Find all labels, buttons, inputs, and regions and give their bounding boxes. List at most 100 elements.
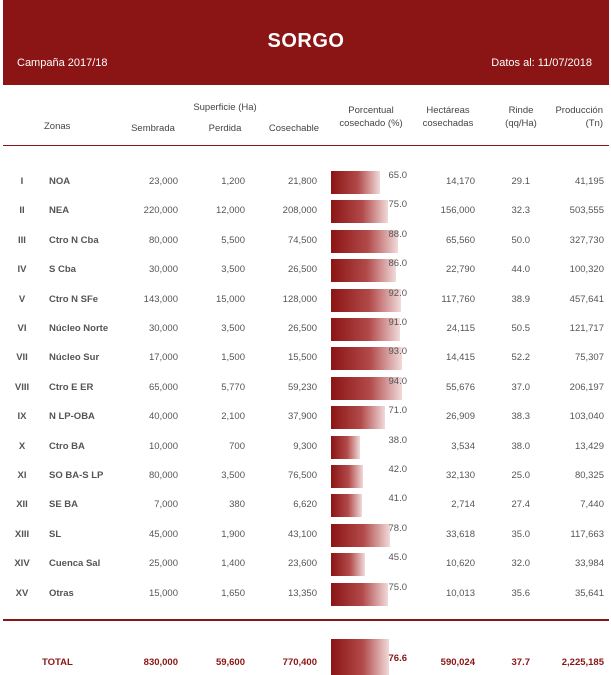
hectareas-value: 33,618	[445, 528, 475, 540]
pct-value: 75.0	[388, 199, 408, 211]
data-date-label: Datos al: 11/07/2018	[491, 57, 592, 69]
col-porcentual: Porcentual cosechado (%)	[334, 104, 408, 130]
produccion-value: 117,663	[570, 528, 604, 540]
table-row: II NEA 220,000 12,000 208,000 156,000 32.3 503,…	[0, 197, 611, 225]
col-cosechable: Cosechable	[268, 123, 320, 134]
table-row: XIV Cuenca Sal 25,000 1,400 23,600 10,620 32.0…	[0, 550, 611, 578]
pct-bar	[331, 523, 391, 547]
pct-bar	[331, 259, 397, 283]
zone-name: SE BA	[49, 499, 79, 511]
rinde-value: 32.3	[511, 205, 531, 217]
col-zonas: Zonas	[44, 121, 71, 132]
perdida-value: 1,500	[221, 352, 245, 364]
pct-value: 78.0	[388, 522, 408, 534]
pct-bar	[331, 376, 403, 400]
total-label: TOTAL	[42, 657, 73, 668]
cosechable-value: 23,600	[287, 558, 317, 570]
table-row: XIII SL 45,000 1,900 43,100 33,618 35.0 117,663…	[0, 521, 611, 549]
produccion-value: 13,429	[574, 440, 604, 452]
perdida-value: 1,400	[221, 558, 245, 570]
table-row: XV Otras 15,000 1,650 13,350 10,013 35.6 35,641…	[0, 580, 611, 608]
pct-value: 94.0	[388, 375, 408, 387]
zone-name: N LP-OBA	[49, 411, 95, 423]
pct-bar	[331, 435, 360, 459]
row-number: I	[20, 176, 24, 187]
col-hectareas: Hectáreas cosechadas	[416, 104, 480, 130]
col-rinde-line2: (qq/Ha)	[505, 118, 537, 129]
hectareas-value: 117,760	[441, 293, 475, 305]
sembrada-value: 220,000	[143, 205, 178, 217]
pct-value: 91.0	[388, 317, 408, 328]
perdida-value: 5,500	[221, 234, 245, 246]
sembrada-value: 17,000	[148, 352, 178, 364]
col-rinde: Rinde (qq/Ha)	[496, 104, 546, 130]
pct-bar	[331, 494, 363, 518]
table-row: VII Núcleo Sur 17,000 1,500 15,500 14,415 52.2…	[0, 344, 611, 372]
campaign-label: Campaña 2017/18	[17, 57, 108, 69]
total-pct: 76.6	[388, 653, 408, 664]
rinde-value: 32.0	[511, 558, 531, 570]
zone-name: NOA	[49, 176, 71, 187]
perdida-value: 12,000	[215, 205, 245, 217]
hectareas-value: 156,000	[440, 205, 475, 217]
pct-value: 41.0	[388, 493, 408, 505]
rinde-value: 35.6	[511, 587, 531, 599]
pct-value: 93.0	[388, 346, 408, 358]
row-number: XV	[15, 587, 29, 599]
perdida-value: 3,500	[221, 264, 245, 276]
cosechable-value: 26,500	[287, 323, 317, 334]
col-sembrada: Sembrada	[131, 123, 175, 134]
produccion-value: 7,440	[580, 499, 604, 511]
zone-name: SO BA-S LP	[49, 470, 104, 481]
table-row: IX N LP-OBA 40,000 2,100 37,900 26,909 38.3 103…	[0, 403, 611, 431]
col-produccion: Producción (Tn)	[545, 104, 603, 130]
produccion-value: 206,197	[569, 381, 604, 393]
zone-name: Cuenca Sal	[49, 558, 101, 570]
produccion-value: 80,325	[574, 470, 604, 481]
perdida-value: 15,000	[215, 293, 245, 305]
col-porcentual-line1: Porcentual	[348, 105, 394, 116]
report-header: SORGO Campaña 2017/18 Datos al: 11/07/20…	[3, 0, 609, 85]
zone-name: S Cba	[49, 264, 76, 276]
sembrada-value: 7,000	[154, 499, 178, 511]
row-number: VII	[16, 352, 28, 364]
pct-bar	[331, 553, 366, 577]
table-row: III Ctro N Cba 80,000 5,500 74,500 65,560 50.0…	[0, 227, 611, 255]
sembrada-value: 80,000	[148, 470, 178, 481]
perdida-value: 1,900	[221, 528, 245, 540]
pct-bar	[331, 465, 363, 488]
produccion-value: 35,641	[574, 587, 604, 599]
col-perdida: Perdida	[208, 123, 242, 134]
hectareas-value: 3,534	[451, 440, 475, 452]
sembrada-value: 65,000	[148, 381, 178, 393]
cosechable-value: 128,000	[282, 293, 317, 305]
cosechable-value: 76,500	[287, 470, 317, 481]
sembrada-value: 30,000	[148, 323, 178, 334]
perdida-value: 2,100	[221, 411, 245, 423]
hectareas-value: 10,013	[445, 587, 475, 599]
produccion-value: 121,717	[569, 323, 604, 334]
pct-value: 42.0	[388, 464, 408, 475]
row-number: II	[19, 205, 25, 217]
col-hectareas-line2: cosechadas	[422, 118, 474, 129]
header-divider	[3, 145, 609, 146]
rinde-value: 38.0	[511, 440, 531, 452]
table-row: I NOA 23,000 1,200 21,800 14,170 29.1 41,195 65.…	[0, 168, 611, 196]
produccion-value: 457,641	[569, 293, 604, 305]
row-number: III	[18, 234, 26, 246]
pct-bar	[331, 200, 388, 224]
report-title: SORGO	[267, 30, 345, 52]
perdida-value: 1,650	[221, 587, 245, 599]
rinde-value: 44.0	[511, 264, 531, 276]
cosechable-value: 59,230	[287, 381, 317, 393]
hectareas-value: 2,714	[451, 499, 475, 511]
row-number: VI	[17, 323, 27, 334]
hectareas-value: 24,115	[446, 323, 475, 334]
sembrada-value: 45,000	[148, 528, 178, 540]
zone-name: Ctro E ER	[49, 381, 94, 393]
rinde-value: 27.4	[511, 499, 531, 511]
zone-name: Otras	[49, 587, 74, 599]
hectareas-value: 26,909	[445, 411, 475, 423]
pct-bar	[331, 582, 388, 606]
zone-name: SL	[49, 528, 62, 540]
